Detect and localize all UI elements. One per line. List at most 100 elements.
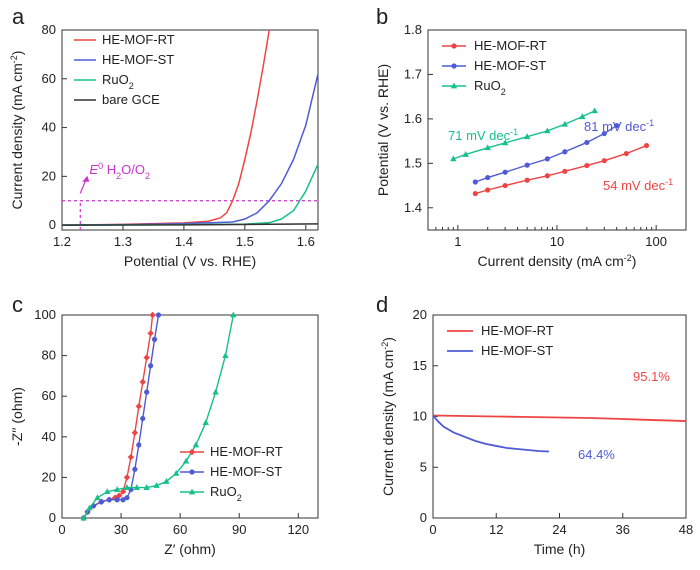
legend-label: bare GCE bbox=[102, 92, 160, 107]
data-point bbox=[485, 187, 491, 193]
data-point bbox=[472, 190, 478, 197]
y-axis-label: Current density (mA cm-2) bbox=[380, 337, 396, 496]
x-tick-label: 90 bbox=[232, 522, 246, 537]
series-line-HE-MOF-RT bbox=[432, 414, 687, 422]
series-line-bare GCE bbox=[61, 223, 319, 226]
x-axis-label: Current density (mA cm-2) bbox=[478, 253, 637, 269]
x-tick-label: 1.5 bbox=[236, 234, 254, 249]
data-point bbox=[94, 494, 101, 501]
x-axis-label: Time (h) bbox=[534, 541, 586, 557]
data-point bbox=[544, 173, 550, 179]
panel-b: 1 10 100 1.4 1.5 1.6 1.7 1.8 Current density (mA… bbox=[375, 22, 687, 269]
y-tick-label: 40 bbox=[42, 120, 56, 135]
data-point bbox=[135, 403, 142, 410]
plot-frame bbox=[61, 314, 319, 519]
panel-label-a: a bbox=[12, 4, 25, 29]
y-tick-label: 10 bbox=[413, 409, 427, 424]
legend-label: HE-MOF-RT bbox=[481, 323, 554, 338]
legend-marker bbox=[189, 469, 195, 475]
series-line-HE-MOF-RT bbox=[475, 144, 647, 195]
y-tick-label: 1.5 bbox=[404, 155, 422, 170]
data-point bbox=[212, 388, 219, 395]
series-line-HE-MOF-ST bbox=[432, 414, 550, 453]
slope-label: 54 mV dec-1 bbox=[603, 177, 673, 193]
data-point bbox=[192, 441, 200, 448]
legend-label: HE-MOF-ST bbox=[481, 343, 553, 358]
data-point bbox=[182, 457, 190, 464]
legend-marker bbox=[451, 43, 457, 49]
data-point bbox=[143, 484, 150, 490]
data-point bbox=[584, 139, 590, 146]
data-point bbox=[153, 482, 160, 488]
legend-marker bbox=[188, 488, 196, 495]
data-point bbox=[562, 149, 568, 155]
y-axis-label: Current density (mA cm-2) bbox=[9, 51, 25, 210]
x-tick-label: 1.2 bbox=[53, 234, 71, 249]
legend-label: HE-MOF-ST bbox=[210, 464, 282, 479]
data-point bbox=[123, 484, 131, 490]
data-point bbox=[561, 120, 569, 127]
data-point bbox=[524, 162, 530, 168]
y-tick-label: 1.4 bbox=[404, 200, 422, 215]
data-point bbox=[623, 150, 629, 157]
legend-label: HE-MOF-RT bbox=[474, 38, 547, 53]
data-point bbox=[144, 389, 150, 395]
legend-marker bbox=[450, 82, 458, 89]
data-point bbox=[136, 442, 142, 448]
y-tick-label: 15 bbox=[413, 358, 427, 373]
x-tick-label: 30 bbox=[114, 522, 128, 537]
y-tick-label: 0 bbox=[420, 510, 427, 525]
x-axis-label: Potential (V vs. RHE) bbox=[124, 253, 256, 269]
y-tick-label: 80 bbox=[42, 348, 56, 363]
panel-c: 0 30 60 90 120 0 20 40 60 80 100 Z′ (ohm) -Z′′ (ohm)… bbox=[9, 307, 319, 557]
x-tick-label: 0 bbox=[429, 522, 436, 537]
data-point bbox=[151, 336, 158, 342]
data-point bbox=[230, 311, 237, 318]
data-point bbox=[450, 155, 457, 162]
data-point bbox=[139, 378, 146, 386]
x-tick-label: 1.3 bbox=[114, 234, 132, 249]
series-line-HE-MOF-ST bbox=[61, 73, 319, 226]
data-point bbox=[591, 107, 598, 114]
y-tick-label: 40 bbox=[42, 429, 56, 444]
data-point bbox=[501, 139, 509, 146]
panel-label-c: c bbox=[12, 292, 23, 317]
data-point bbox=[106, 497, 112, 503]
x-tick-label: 1 bbox=[454, 234, 461, 249]
data-point bbox=[86, 504, 93, 511]
data-point bbox=[222, 352, 229, 358]
data-point bbox=[173, 469, 180, 476]
y-tick-label: 1.8 bbox=[404, 22, 422, 37]
y-tick-label: 0 bbox=[49, 510, 56, 525]
data-point bbox=[163, 478, 170, 484]
x-tick-label: 60 bbox=[173, 522, 187, 537]
panel-d: 0 12 24 36 48 0 5 10 15 20 Time (h) Current density… bbox=[380, 307, 693, 557]
data-point bbox=[643, 142, 650, 149]
data-point bbox=[614, 122, 620, 129]
x-tick-label: 100 bbox=[645, 234, 667, 249]
data-point bbox=[523, 133, 531, 140]
data-point bbox=[149, 311, 156, 319]
slope-label: 81 mV dec-1 bbox=[584, 118, 654, 134]
data-point bbox=[120, 497, 126, 503]
y-tick-label: 1.6 bbox=[404, 111, 422, 126]
legend-marker bbox=[188, 448, 196, 456]
data-point bbox=[202, 419, 209, 425]
data-point bbox=[104, 488, 111, 495]
annotation-arrowhead bbox=[82, 175, 90, 182]
y-tick-label: 20 bbox=[42, 168, 56, 183]
y-axis-label: Potential (V vs. RHE) bbox=[375, 64, 391, 196]
x-tick-label: 36 bbox=[616, 522, 630, 537]
series-line-RuO2 bbox=[61, 163, 319, 226]
data-point bbox=[119, 488, 127, 495]
data-point bbox=[524, 177, 530, 183]
y-tick-label: 100 bbox=[34, 307, 56, 322]
panel-label-b: b bbox=[376, 4, 388, 29]
data-point bbox=[579, 113, 586, 120]
retention-label: 95.1% bbox=[633, 369, 670, 384]
data-point bbox=[140, 415, 146, 422]
legend-label: HE-MOF-ST bbox=[474, 58, 546, 73]
data-point bbox=[562, 168, 568, 174]
y-tick-label: 1.7 bbox=[404, 66, 422, 81]
data-point bbox=[147, 330, 154, 337]
